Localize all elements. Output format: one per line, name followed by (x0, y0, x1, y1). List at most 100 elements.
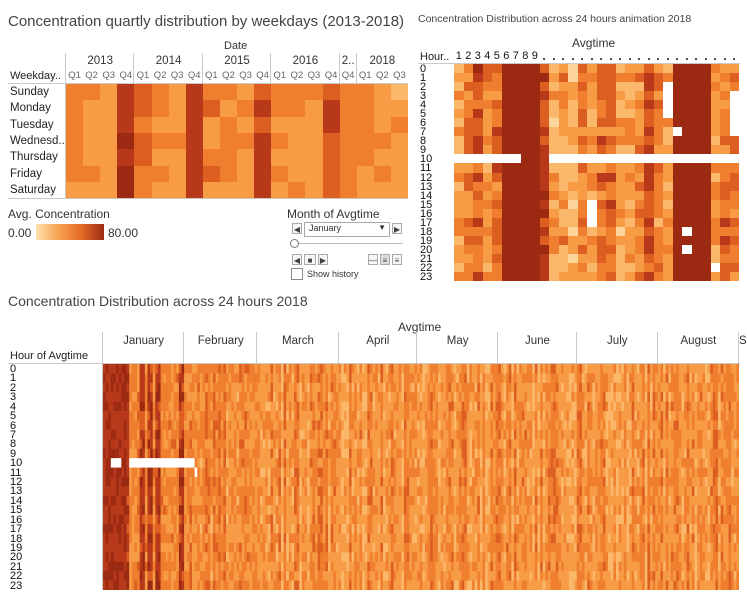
heat-cell[interactable] (469, 458, 473, 468)
heat-cell[interactable] (288, 571, 292, 581)
heat-cell[interactable] (625, 136, 635, 146)
heat-cell[interactable] (477, 382, 481, 393)
heat-cell[interactable] (186, 467, 190, 478)
heat-cell[interactable] (134, 373, 138, 384)
heat-cell[interactable] (134, 411, 138, 421)
heat-cell[interactable] (663, 217, 673, 228)
heat-cell[interactable] (453, 552, 457, 563)
heat-cell[interactable] (189, 542, 193, 553)
heat-cell[interactable] (134, 448, 138, 459)
step-back-button[interactable]: ◀ (292, 254, 302, 265)
heat-cell[interactable] (506, 448, 509, 459)
heat-cell[interactable] (364, 495, 368, 506)
heat-cell[interactable] (464, 477, 468, 487)
heat-cell[interactable] (354, 477, 358, 487)
heat-cell[interactable] (307, 533, 311, 544)
heat-cell[interactable] (144, 514, 148, 525)
heat-cell[interactable] (163, 495, 167, 506)
heat-cell[interactable] (568, 271, 578, 282)
heat-cell[interactable] (320, 542, 324, 553)
heat-cell[interactable] (218, 580, 222, 591)
heat-cell[interactable] (427, 392, 431, 402)
heat-cell[interactable] (351, 561, 355, 572)
heat-cell[interactable] (701, 118, 711, 128)
heat-cell[interactable] (270, 552, 274, 563)
heat-cell[interactable] (524, 373, 528, 384)
heat-cell[interactable] (414, 486, 418, 497)
heat-cell[interactable] (710, 262, 721, 273)
heat-cell[interactable] (330, 458, 334, 468)
heat-cell[interactable] (194, 505, 198, 515)
heat-cell[interactable] (377, 373, 381, 384)
heat-cell[interactable] (445, 458, 449, 468)
heat-cell[interactable] (189, 514, 193, 525)
heat-cell[interactable] (451, 467, 455, 478)
heat-cell[interactable] (267, 533, 271, 544)
heat-cell[interactable] (150, 477, 154, 487)
heat-cell[interactable] (144, 392, 148, 402)
heat-cell[interactable] (466, 505, 470, 515)
heat-cell[interactable] (461, 561, 465, 572)
heat-cell[interactable] (262, 373, 266, 384)
heat-cell[interactable] (244, 477, 248, 487)
heat-cell[interactable] (351, 552, 355, 563)
heat-cell[interactable] (351, 392, 355, 402)
heat-cell[interactable] (280, 420, 284, 431)
heat-cell[interactable] (729, 118, 740, 128)
heat-cell[interactable] (435, 411, 439, 421)
heat-cell[interactable] (503, 382, 507, 393)
heat-cell[interactable] (210, 448, 214, 459)
heat-cell[interactable] (121, 420, 125, 431)
heat-cell[interactable] (422, 514, 426, 525)
heat-cell[interactable] (123, 401, 127, 412)
heat-cell[interactable] (163, 524, 167, 534)
heat-cell[interactable] (273, 552, 277, 563)
heat-cell[interactable] (152, 533, 156, 544)
heat-cell[interactable] (606, 199, 616, 210)
heat-cell[interactable] (239, 411, 243, 421)
heat-cell[interactable] (118, 561, 122, 572)
heat-cell[interactable] (181, 580, 185, 591)
heat-cell[interactable] (335, 477, 339, 487)
heat-cell[interactable] (199, 373, 203, 384)
heat-cell[interactable] (105, 467, 109, 478)
heat-cell[interactable] (304, 382, 308, 393)
heat-cell[interactable] (254, 458, 258, 468)
heat-cell[interactable] (362, 458, 366, 468)
heat-cell[interactable] (406, 401, 410, 412)
heat-cell[interactable] (312, 458, 316, 468)
heat-cell[interactable] (474, 448, 478, 459)
heat-cell[interactable] (644, 73, 654, 83)
heat-cell[interactable] (625, 181, 635, 191)
heat-cell[interactable] (123, 542, 127, 553)
heat-cell[interactable] (508, 448, 512, 459)
heat-cell[interactable] (320, 552, 324, 563)
heat-cell[interactable] (142, 467, 146, 478)
heat-cell[interactable] (691, 127, 702, 137)
heat-cell[interactable] (296, 411, 300, 421)
heat-cell[interactable] (380, 429, 384, 440)
heat-cell[interactable] (275, 552, 279, 563)
heat-cell[interactable] (373, 116, 392, 134)
heat-cell[interactable] (710, 208, 721, 219)
heat-cell[interactable] (539, 208, 550, 219)
heat-cell[interactable] (249, 552, 253, 563)
heat-cell[interactable] (317, 392, 321, 402)
heat-cell[interactable] (322, 84, 341, 101)
heat-cell[interactable] (294, 571, 297, 581)
heat-cell[interactable] (364, 429, 368, 440)
heat-cell[interactable] (458, 571, 462, 581)
heat-cell[interactable] (150, 571, 154, 581)
heat-cell[interactable] (403, 514, 407, 525)
heat-cell[interactable] (226, 580, 229, 591)
heat-cell[interactable] (372, 392, 376, 402)
heat-cell[interactable] (359, 420, 363, 431)
heat-cell[interactable] (710, 100, 721, 110)
heat-cell[interactable] (134, 401, 138, 412)
heat-cell[interactable] (396, 486, 400, 497)
heat-cell[interactable] (288, 524, 292, 534)
heat-cell[interactable] (325, 420, 329, 431)
heat-cell[interactable] (549, 181, 559, 191)
heat-cell[interactable] (474, 392, 478, 402)
heat-cell[interactable] (197, 495, 201, 506)
